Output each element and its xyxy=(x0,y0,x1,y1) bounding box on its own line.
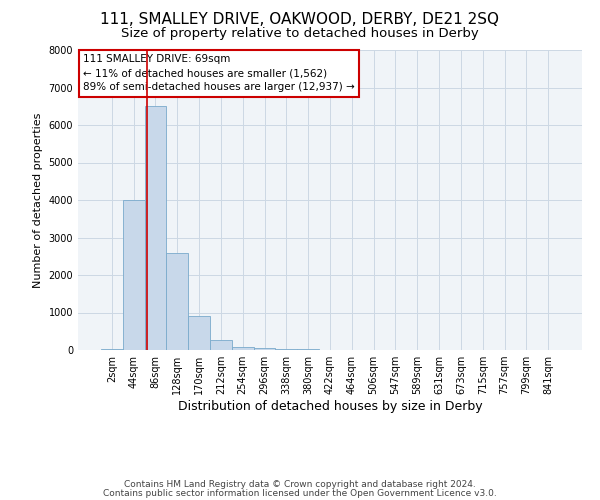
Y-axis label: Number of detached properties: Number of detached properties xyxy=(33,112,43,288)
Text: 111 SMALLEY DRIVE: 69sqm
← 11% of detached houses are smaller (1,562)
89% of sem: 111 SMALLEY DRIVE: 69sqm ← 11% of detach… xyxy=(83,54,355,92)
Text: Contains public sector information licensed under the Open Government Licence v3: Contains public sector information licen… xyxy=(103,489,497,498)
Bar xyxy=(123,200,145,350)
Bar xyxy=(254,348,275,350)
Bar xyxy=(166,252,188,350)
X-axis label: Distribution of detached houses by size in Derby: Distribution of detached houses by size … xyxy=(178,400,482,413)
Text: Size of property relative to detached houses in Derby: Size of property relative to detached ho… xyxy=(121,28,479,40)
Bar xyxy=(232,346,254,350)
Text: 111, SMALLEY DRIVE, OAKWOOD, DERBY, DE21 2SQ: 111, SMALLEY DRIVE, OAKWOOD, DERBY, DE21… xyxy=(101,12,499,28)
Text: Contains HM Land Registry data © Crown copyright and database right 2024.: Contains HM Land Registry data © Crown c… xyxy=(124,480,476,489)
Bar xyxy=(210,340,232,350)
Bar xyxy=(145,106,166,350)
Bar xyxy=(188,316,210,350)
